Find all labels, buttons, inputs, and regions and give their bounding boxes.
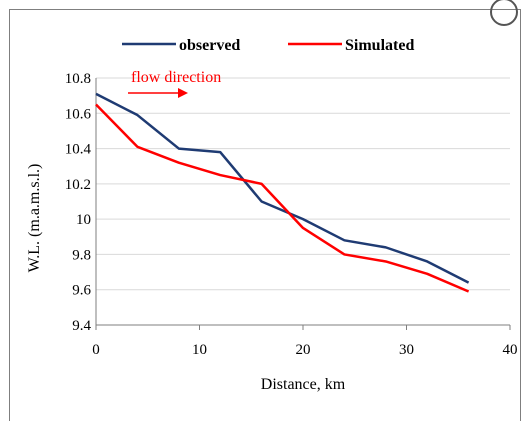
y-tick-label: 10.2 [65,177,91,193]
axes [95,78,511,330]
series-lines [95,92,470,293]
y-tick-label: 10 [76,212,91,228]
series-line-observed [95,92,470,284]
corner-logo-icon [490,0,518,26]
legend: observed Simulated [122,37,414,54]
y-tick-label: 10.8 [65,71,91,87]
legend-label-simulated: Simulated [345,37,414,54]
x-tick-label: 10 [192,342,207,358]
x-tick-label: 0 [92,342,100,358]
grid-lines [96,77,510,291]
y-axis-title: W.L. (m.a.m.s.l.) [26,164,43,273]
series-line-simulated [95,103,470,293]
x-tick-label: 30 [399,342,414,358]
y-tick-label: 10.6 [65,106,92,122]
y-tick-label: 10.4 [65,142,92,158]
y-tick-labels: 9.4 9.6 9.8 10 10.2 10.4 10.6 10.8 [65,71,92,334]
x-tick-labels: 0 10 20 30 40 [92,342,517,358]
flow-direction-arrowhead [178,88,188,98]
flow-direction-label: flow direction [131,69,221,86]
flow-direction-annotation: flow direction [128,69,221,98]
x-axis-title: Distance, km [261,376,346,393]
y-tick-label: 9.8 [72,247,91,263]
x-tick-label: 40 [503,342,518,358]
chart-frame [9,0,521,421]
y-tick-label: 9.6 [72,283,91,299]
y-tick-label: 9.4 [72,318,91,334]
legend-label-observed: observed [179,37,240,54]
x-tick-label: 20 [296,342,311,358]
